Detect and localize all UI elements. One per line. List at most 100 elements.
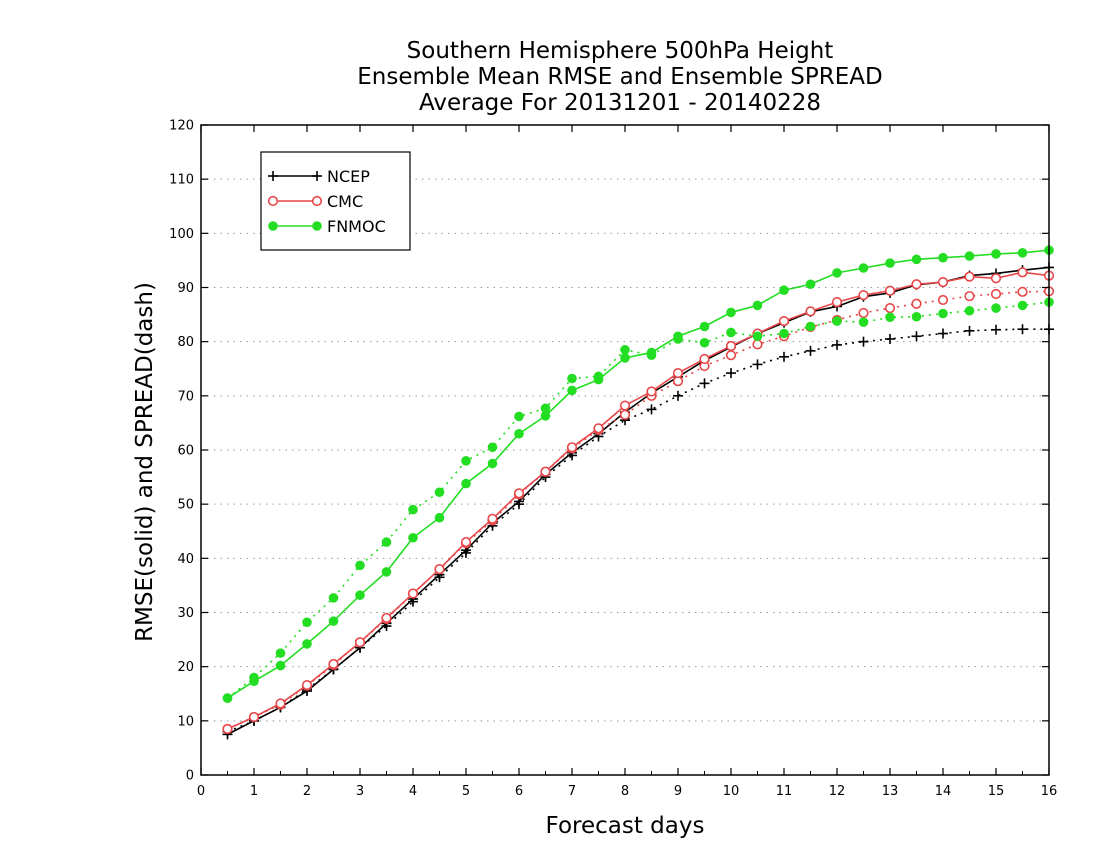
point-cmc-spread xyxy=(911,298,922,309)
point-cmc-rmse xyxy=(672,367,684,379)
point-fnmoc-rmse xyxy=(991,249,1001,259)
point-fnmoc-rmse xyxy=(1017,248,1028,258)
point-fnmoc-spread xyxy=(779,328,789,339)
point-ncep-spread xyxy=(911,331,922,342)
point-ncep-spread xyxy=(646,404,657,415)
point-ncep-spread xyxy=(779,351,789,362)
point-fnmoc-rmse xyxy=(434,512,445,523)
x-tick-label: 10 xyxy=(723,784,740,799)
point-cmc-rmse xyxy=(301,679,313,691)
point-cmc-spread xyxy=(858,307,869,319)
point-fnmoc-rmse xyxy=(355,590,365,600)
point-fnmoc-spread xyxy=(911,311,922,322)
point-cmc-rmse xyxy=(407,588,419,599)
point-cmc-rmse xyxy=(566,442,578,453)
point-fnmoc-rmse xyxy=(381,567,392,577)
x-tick-label: 12 xyxy=(829,784,846,799)
point-fnmoc-rmse xyxy=(699,321,710,332)
point-ncep-spread xyxy=(1017,324,1028,335)
point-cmc-rmse xyxy=(275,698,286,709)
legend-label-cmc: CMC xyxy=(327,192,363,211)
point-fnmoc-spread xyxy=(1017,300,1028,311)
point-fnmoc-rmse xyxy=(620,353,630,363)
x-tick-label: 2 xyxy=(303,784,311,799)
point-fnmoc-rmse xyxy=(752,300,763,311)
y-tick-label: 120 xyxy=(169,119,194,134)
point-ncep-spread xyxy=(832,339,842,350)
legend-label-fnmoc: FNMOC xyxy=(327,217,386,236)
y-tick-label: 90 xyxy=(177,281,194,296)
point-ncep-spread xyxy=(858,336,869,347)
point-ncep-spread xyxy=(699,378,710,389)
point-ncep-spread xyxy=(885,333,895,344)
y-tick-label: 60 xyxy=(177,444,194,459)
point-cmc-rmse xyxy=(858,289,869,301)
x-tick-label: 11 xyxy=(776,784,793,799)
point-cmc-rmse xyxy=(964,271,975,282)
point-fnmoc-spread xyxy=(514,411,524,422)
x-tick-label: 14 xyxy=(935,784,952,799)
x-tick-label: 1 xyxy=(250,784,258,799)
point-fnmoc-spread xyxy=(567,373,577,384)
point-fnmoc-spread xyxy=(726,327,736,338)
x-axis-label: Forecast days xyxy=(546,813,705,839)
point-fnmoc-rmse xyxy=(938,252,948,263)
point-cmc-rmse xyxy=(990,273,1002,284)
y-tick-label: 10 xyxy=(177,714,194,729)
point-cmc-spread xyxy=(672,376,684,387)
series-ncep-spread-line xyxy=(227,328,1049,733)
x-tick-label: 3 xyxy=(356,784,364,799)
point-fnmoc-rmse xyxy=(514,428,524,439)
point-fnmoc-rmse xyxy=(302,639,312,649)
legend-marker-fnmoc xyxy=(268,221,278,231)
point-fnmoc-spread xyxy=(487,442,498,453)
point-cmc-rmse xyxy=(911,279,922,290)
legend-label-ncep: NCEP xyxy=(327,167,370,186)
point-cmc-rmse xyxy=(831,297,843,308)
point-cmc-spread xyxy=(752,339,763,350)
point-ncep-spread xyxy=(964,325,975,336)
y-tick-label: 20 xyxy=(177,660,194,675)
point-fnmoc-rmse xyxy=(275,660,286,671)
point-fnmoc-spread xyxy=(620,344,630,355)
point-cmc-spread xyxy=(964,291,975,302)
y-tick-label: 30 xyxy=(177,606,194,621)
x-tick-label: 16 xyxy=(1041,784,1058,799)
point-fnmoc-spread xyxy=(964,305,975,316)
y-tick-label: 70 xyxy=(177,389,194,404)
point-fnmoc-rmse xyxy=(461,478,471,489)
x-tick-label: 4 xyxy=(409,784,417,799)
legend-marker-cmc xyxy=(267,195,279,207)
point-cmc-rmse xyxy=(434,564,445,575)
point-fnmoc-rmse xyxy=(964,251,975,261)
point-fnmoc-rmse xyxy=(911,254,922,265)
point-fnmoc-rmse xyxy=(408,532,418,543)
point-fnmoc-rmse xyxy=(858,263,869,273)
x-tick-label: 5 xyxy=(462,784,470,799)
point-fnmoc-rmse xyxy=(328,616,339,626)
legend-marker-ncep xyxy=(268,171,278,181)
point-fnmoc-spread xyxy=(355,560,365,571)
point-cmc-rmse xyxy=(354,637,366,648)
point-fnmoc-rmse xyxy=(805,279,816,290)
point-fnmoc-rmse xyxy=(885,258,895,268)
point-cmc-rmse xyxy=(725,340,737,352)
point-cmc-rmse xyxy=(460,536,472,548)
series-fnmoc-spread-line xyxy=(227,301,1050,699)
x-tick-label: 13 xyxy=(882,784,899,799)
title-line-1: Southern Hemisphere 500hPa Height xyxy=(407,38,834,64)
x-tick-label: 9 xyxy=(674,784,682,799)
y-tick-label: 100 xyxy=(169,227,194,242)
legend-marker-cmc xyxy=(311,195,323,207)
point-fnmoc-rmse xyxy=(222,693,233,703)
y-tick-label: 40 xyxy=(177,552,194,567)
point-fnmoc-spread xyxy=(434,487,445,498)
point-fnmoc-spread xyxy=(858,317,869,327)
point-ncep-spread xyxy=(673,390,683,401)
point-fnmoc-rmse xyxy=(726,307,736,318)
point-fnmoc-spread xyxy=(885,312,895,323)
point-fnmoc-spread xyxy=(328,593,339,603)
point-cmc-rmse xyxy=(328,658,339,670)
title-line-3: Average For 20131201 - 20140228 xyxy=(419,90,821,116)
